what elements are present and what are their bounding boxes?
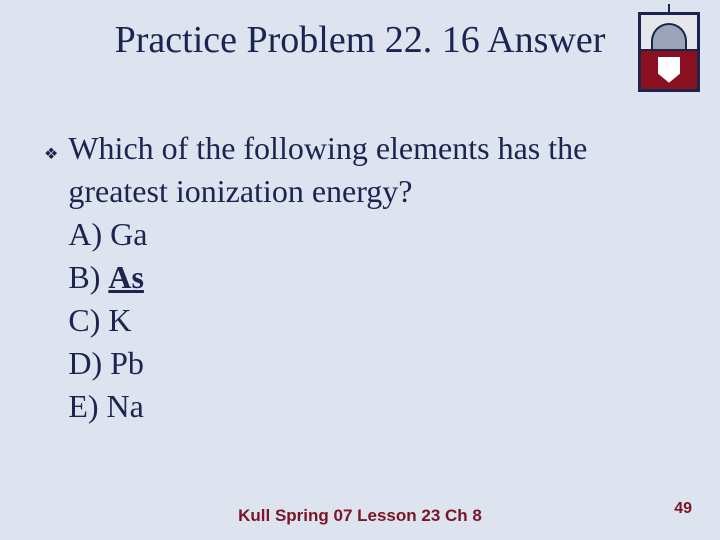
option-e-label: E) (68, 388, 98, 424)
question-line-2: greatest ionization energy? (68, 173, 587, 210)
option-e: E) Na (68, 388, 587, 425)
option-e-text: Na (107, 388, 144, 424)
school-crest-logo (638, 12, 700, 92)
slide-body: ❖ Which of the following elements has th… (44, 130, 676, 431)
option-b-text-answer: As (108, 259, 144, 295)
question-line-1: Which of the following elements has the (68, 130, 587, 167)
option-b-label: B) (68, 259, 100, 295)
option-b: B) As (68, 259, 587, 296)
slide-footer: Kull Spring 07 Lesson 23 Ch 8 (0, 506, 720, 526)
diamond-bullet-icon: ❖ (44, 144, 58, 164)
options-list: A) Ga B) As C) K D) Pb E) Na (68, 216, 587, 425)
logo-top-panel (641, 15, 697, 51)
logo-spire (668, 4, 670, 15)
option-a-label: A) (68, 216, 102, 252)
option-d: D) Pb (68, 345, 587, 382)
option-a-text: Ga (110, 216, 147, 252)
slide-title: Practice Problem 22. 16 Answer (0, 0, 720, 62)
question-block: Which of the following elements has the … (68, 130, 587, 431)
logo-shield (658, 57, 680, 83)
option-c: C) K (68, 302, 587, 339)
logo-dome (651, 23, 687, 49)
slide-number: 49 (674, 500, 692, 518)
bullet-item: ❖ Which of the following elements has th… (44, 130, 676, 431)
logo-bottom-panel (641, 51, 697, 89)
option-c-text: K (108, 302, 131, 338)
option-d-text: Pb (110, 345, 144, 381)
option-c-label: C) (68, 302, 100, 338)
option-a: A) Ga (68, 216, 587, 253)
option-d-label: D) (68, 345, 102, 381)
